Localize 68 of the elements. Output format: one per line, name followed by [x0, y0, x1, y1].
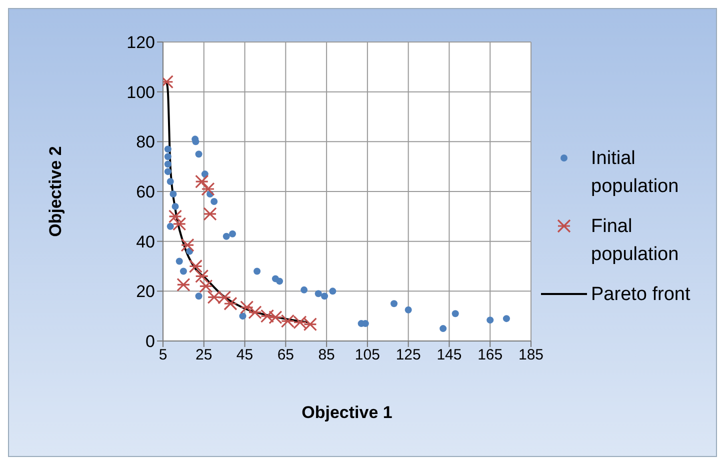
point	[276, 278, 284, 285]
legend-label: Final population	[591, 214, 680, 266]
x-tick-label: 145	[436, 346, 462, 364]
y-tick-label: 20	[136, 282, 155, 302]
point	[176, 278, 190, 292]
point	[293, 316, 307, 330]
y-tick-label: 40	[136, 232, 155, 252]
point	[222, 232, 230, 240]
point	[164, 168, 172, 176]
point	[218, 290, 232, 304]
point	[300, 286, 308, 294]
x-tick-label: 125	[396, 346, 421, 364]
point	[240, 300, 254, 314]
point	[195, 150, 202, 158]
y-tick-label: 120	[126, 33, 155, 52]
y-tick-label: 100	[126, 82, 155, 102]
x-tick-label: 25	[196, 346, 212, 364]
point	[452, 310, 459, 318]
point	[195, 292, 202, 300]
point	[207, 290, 221, 304]
point	[404, 306, 412, 314]
point	[195, 174, 209, 188]
y-tick-label: 80	[136, 132, 155, 152]
x-tick-label: 185	[518, 346, 544, 364]
point	[166, 222, 174, 230]
x-tick-label: 45	[236, 346, 254, 364]
point	[203, 207, 217, 221]
point	[440, 325, 447, 332]
x-tick-label: 165	[478, 346, 503, 364]
point	[176, 258, 183, 265]
point	[164, 146, 172, 153]
x-axis-title: Objective 1	[302, 403, 392, 422]
x-tick-label: 85	[318, 346, 335, 364]
x-tick-label: 65	[277, 346, 294, 364]
point	[195, 269, 209, 284]
point	[502, 315, 510, 322]
point	[164, 153, 172, 160]
x-tick-label: 105	[354, 346, 380, 364]
point	[254, 268, 261, 275]
point	[224, 296, 238, 310]
point	[172, 202, 179, 210]
point	[239, 312, 246, 320]
point	[201, 182, 215, 196]
point	[170, 190, 177, 198]
line-series	[166, 80, 310, 324]
point	[164, 160, 172, 168]
point	[168, 210, 182, 224]
x-tick-label: 5	[158, 346, 168, 364]
legend-label: Pareto front	[591, 282, 692, 306]
point	[314, 290, 322, 298]
point	[172, 217, 186, 231]
y-axis-title: Objective 2	[46, 146, 66, 237]
point	[229, 230, 236, 238]
point	[321, 292, 328, 300]
legend-label: Initial population	[591, 146, 680, 198]
point	[201, 170, 208, 178]
point	[180, 268, 187, 275]
y-tick-label: 60	[136, 182, 155, 202]
point	[210, 198, 218, 205]
point	[180, 238, 194, 252]
point	[303, 318, 317, 332]
point	[486, 316, 494, 324]
y-tick-label: 0	[146, 332, 155, 352]
point	[199, 279, 213, 293]
point	[329, 288, 336, 295]
point	[390, 300, 398, 308]
point	[166, 178, 174, 186]
point	[188, 259, 203, 274]
